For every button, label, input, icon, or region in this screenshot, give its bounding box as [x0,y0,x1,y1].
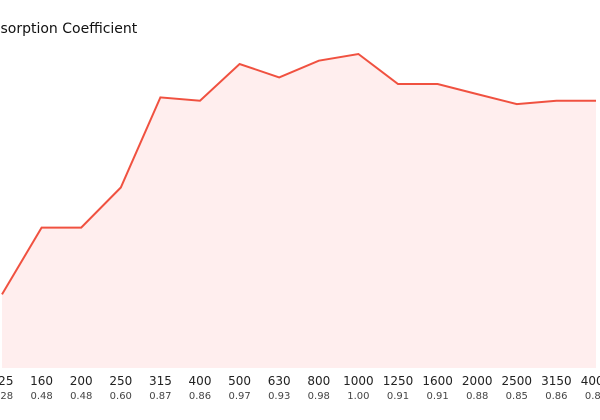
x-tick-label: 3150 [541,374,572,388]
series-line [1,52,596,295]
x-tick-label: 630 [268,374,291,388]
x-tick-label: 2500 [502,374,533,388]
x-tick-label: 800 [307,374,330,388]
value-label: 0.48 [70,391,92,402]
value-label: 0.88 [466,391,488,402]
value-label: 0.93 [268,391,290,402]
value-label: 0.87 [149,391,171,402]
x-tick-label: 1000 [343,374,374,388]
value-label: 0.91 [426,391,448,402]
value-label: 0.91 [387,391,409,402]
value-label: 0.86 [545,391,567,402]
x-tick-label: 125 [0,374,13,388]
x-tick-label: 250 [109,374,132,388]
x-tick-label: 200 [70,374,93,388]
value-label: 0.97 [228,391,250,402]
value-label: 0.98 [308,391,330,402]
x-tick-label: 2000 [462,374,493,388]
x-axis-labels: 125 0.28 160 0.48 200 0.48 250 0.60 315 0.87 400 0.… [0,374,600,402]
area-fill [2,54,596,368]
value-label: 0.86 [189,391,211,402]
x-tick-label: 500 [228,374,251,388]
value-label: 0.60 [110,391,132,402]
x-tick-label: 1600 [422,374,453,388]
x-tick-label: 315 [149,374,172,388]
value-label: 0.85 [506,391,528,402]
x-tick-label: 160 [30,374,53,388]
chart-title: Absorption Coefficient [0,21,138,37]
value-label: 0.28 [0,391,13,402]
value-label: 1.00 [347,391,369,402]
value-label: 0.86 [585,391,600,402]
x-tick-label: 1250 [383,374,414,388]
value-label: 0.48 [30,391,52,402]
x-tick-label: 400 [189,374,212,388]
